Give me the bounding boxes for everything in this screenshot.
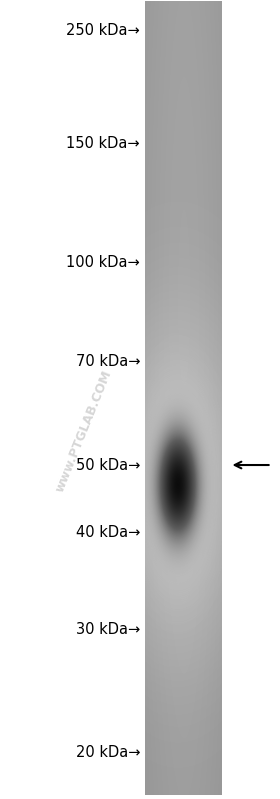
Text: 50 kDa→: 50 kDa→ (76, 458, 140, 472)
Text: 40 kDa→: 40 kDa→ (76, 526, 140, 540)
Text: 150 kDa→: 150 kDa→ (66, 137, 140, 151)
Text: 30 kDa→: 30 kDa→ (76, 622, 140, 637)
Text: 250 kDa→: 250 kDa→ (66, 23, 140, 38)
Text: 100 kDa→: 100 kDa→ (66, 255, 140, 269)
Text: 70 kDa→: 70 kDa→ (76, 354, 140, 368)
Text: 20 kDa→: 20 kDa→ (76, 745, 140, 760)
Text: www.PTGLAB.COM: www.PTGLAB.COM (53, 368, 115, 495)
